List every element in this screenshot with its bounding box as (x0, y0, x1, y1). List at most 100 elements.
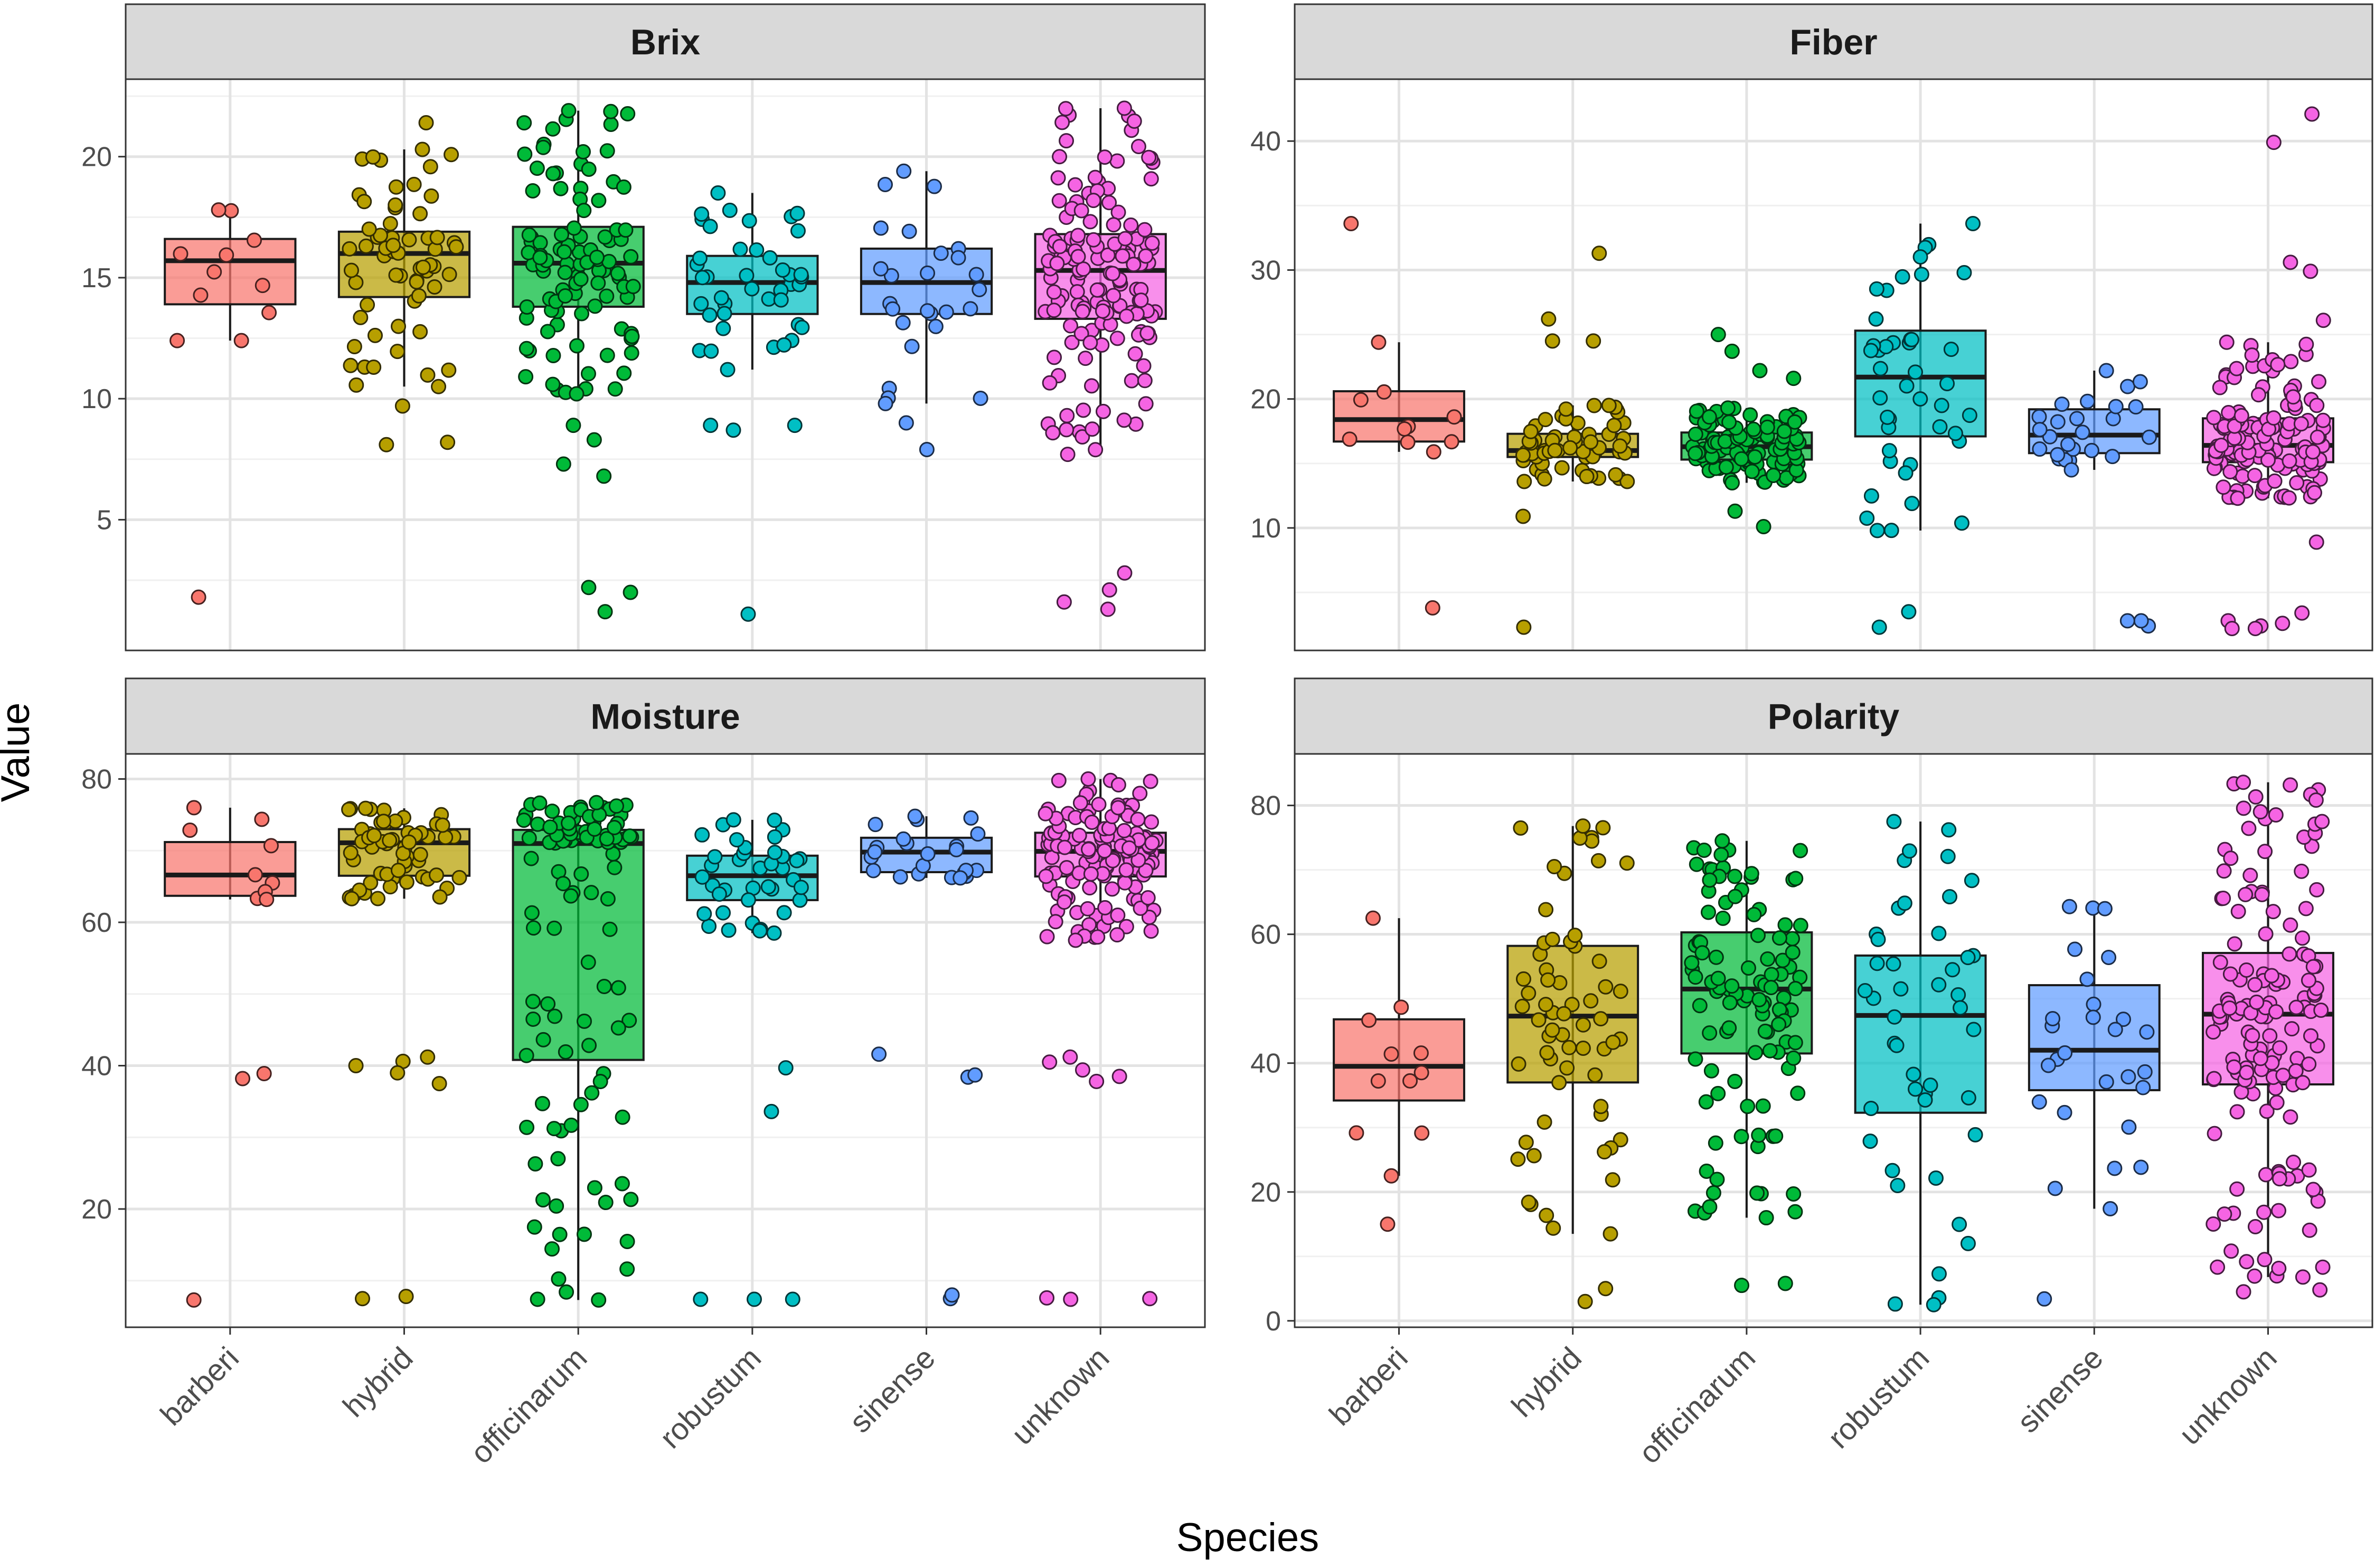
y-tick-label: 40 (81, 1051, 112, 1082)
data-point (1606, 418, 1622, 433)
data-point (2257, 844, 2273, 859)
data-point (1414, 1125, 1430, 1141)
points-sinense (2031, 899, 2155, 1307)
data-point (1046, 303, 1062, 318)
data-point (1715, 910, 1731, 926)
data-point (2257, 1252, 2273, 1268)
data-point (1046, 284, 1062, 300)
data-point (346, 338, 362, 354)
data-point (1907, 364, 1923, 380)
y-tick-label: 20 (81, 142, 112, 173)
data-point (2269, 1094, 2285, 1110)
data-point (555, 876, 571, 892)
data-point (1115, 248, 1130, 264)
data-point (544, 1241, 560, 1257)
data-point (1696, 843, 1712, 858)
data-point (589, 795, 605, 810)
data-point (2206, 1216, 2221, 1232)
data-point (399, 874, 414, 890)
data-point (1060, 447, 1076, 462)
data-point (191, 589, 206, 605)
data-point (586, 432, 602, 448)
y-tick-label: 60 (1250, 920, 1281, 950)
data-point (1413, 1065, 1429, 1081)
data-point (545, 121, 561, 137)
data-point (1050, 170, 1066, 186)
data-point (2050, 447, 2066, 462)
data-point (2222, 1000, 2238, 1016)
data-point (2267, 473, 2283, 489)
y-tick-label: 40 (1250, 1049, 1281, 1079)
data-point (1886, 956, 1901, 972)
data-point (624, 345, 639, 361)
data-point (343, 262, 359, 278)
data-point (792, 892, 808, 908)
data-point (259, 892, 275, 908)
data-point (610, 980, 626, 996)
data-point (406, 176, 422, 192)
data-point (1889, 1037, 1905, 1053)
data-point (546, 1121, 562, 1137)
data-point (1710, 970, 1726, 986)
data-point (1539, 1207, 1554, 1223)
data-point (1786, 371, 1802, 386)
data-point (1903, 332, 1919, 347)
points-robustum (1859, 216, 1981, 635)
data-point (1106, 217, 1121, 233)
data-point (597, 604, 613, 620)
data-point (2304, 106, 2320, 122)
data-point (1446, 409, 1462, 425)
data-point (366, 360, 382, 375)
data-point (2135, 1080, 2151, 1095)
data-point (1109, 927, 1125, 943)
data-point (2229, 1104, 2245, 1120)
species-unknown (2202, 774, 2334, 1300)
data-point (1537, 1114, 1552, 1130)
data-point (391, 318, 407, 334)
data-point (1619, 474, 1635, 489)
data-point (1513, 820, 1529, 836)
data-point (415, 259, 431, 275)
data-point (1766, 468, 1782, 484)
data-point (1554, 460, 1570, 476)
data-point (2079, 971, 2095, 987)
data-point (256, 1065, 272, 1081)
data-point (1088, 442, 1104, 458)
species-officinarum (1680, 833, 1813, 1293)
data-point (1518, 1135, 1534, 1150)
data-point (2298, 336, 2314, 352)
data-point (1521, 1194, 1537, 1210)
data-point (388, 197, 403, 213)
data-point (388, 179, 404, 195)
data-point (1597, 1144, 1613, 1160)
data-point (928, 318, 944, 334)
data-point (2222, 966, 2238, 982)
y-tick-label: 30 (1250, 255, 1281, 286)
data-point (1068, 932, 1083, 948)
data-point (1049, 256, 1065, 271)
data-point (519, 341, 534, 356)
data-point (573, 866, 589, 882)
data-point (963, 810, 979, 826)
data-point (2233, 408, 2249, 423)
data-point (1116, 100, 1132, 116)
data-point (263, 838, 279, 854)
data-point (412, 206, 428, 222)
data-point (1724, 343, 1740, 359)
data-point (233, 333, 249, 348)
data-point (1575, 818, 1591, 834)
data-point (2107, 1022, 2123, 1037)
data-point (787, 418, 803, 433)
data-point (1105, 266, 1120, 281)
data-point (1541, 311, 1557, 327)
data-point (401, 834, 417, 850)
data-point (1426, 444, 1441, 460)
data-point (518, 369, 534, 385)
data-point (2227, 418, 2242, 434)
data-point (2266, 410, 2282, 426)
data-point (1945, 962, 1961, 978)
data-point (1764, 967, 1779, 983)
data-point (1558, 401, 1574, 417)
data-point (1110, 800, 1126, 816)
data-point (2223, 1243, 2239, 1259)
